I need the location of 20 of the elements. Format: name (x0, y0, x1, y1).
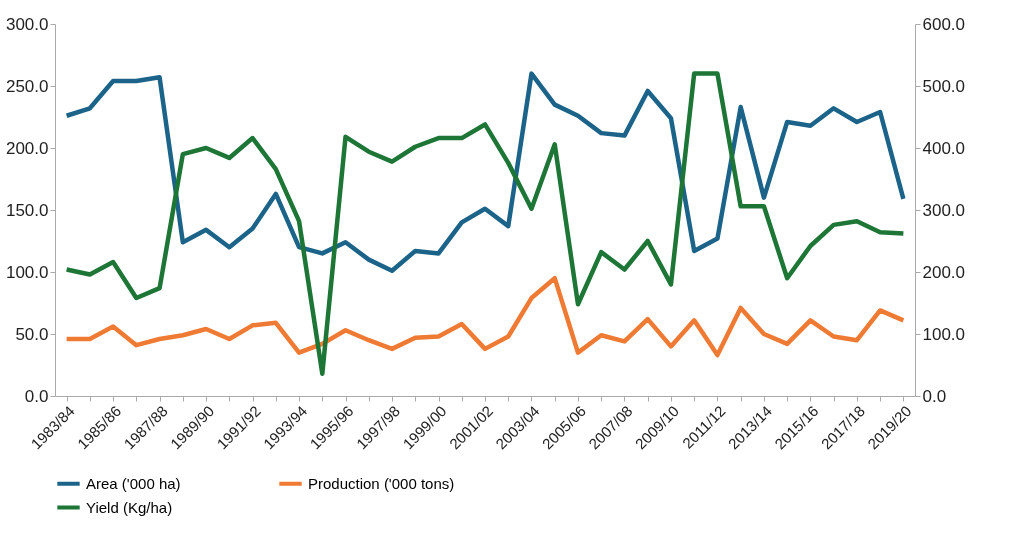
line-series (64, 71, 906, 376)
line-series (64, 71, 906, 274)
legend-label: Area ('000 ha) (86, 474, 181, 492)
y-tick-label: 50.0 (15, 324, 49, 344)
legend-label: Production ('000 tons) (308, 474, 455, 492)
y2-tick-label: 500.0 (922, 76, 966, 96)
y-tick-label: 100.0 (5, 262, 49, 282)
y2-tick-label: 600.0 (922, 14, 966, 34)
y-tick-label: 150.0 (5, 200, 49, 220)
y-tick-label: 0.0 (24, 386, 49, 406)
legend-label: Yield (Kg/ha) (86, 498, 173, 516)
y-tick-label: 200.0 (5, 138, 49, 158)
y2-tick-label: 100.0 (922, 324, 966, 344)
y2-tick-label: 300.0 (922, 200, 966, 220)
y-tick-label: 250.0 (5, 76, 49, 96)
y2-tick-label: 200.0 (922, 262, 966, 282)
y2-tick-label: 400.0 (922, 138, 966, 158)
line-series (64, 275, 906, 358)
y-tick-label: 300.0 (5, 14, 49, 34)
y2-tick-label: 0.0 (922, 386, 947, 406)
